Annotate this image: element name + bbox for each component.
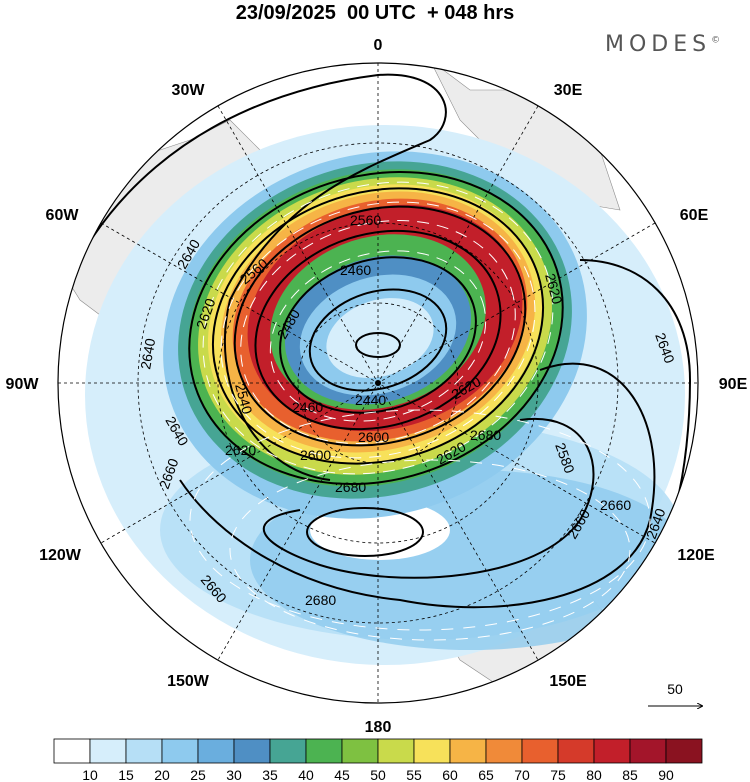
colorbar-swatch — [449, 738, 487, 764]
colorbar-swatch — [341, 738, 379, 764]
colorbar-tick-label: 80 — [586, 767, 602, 782]
contour-label: 2620 — [542, 272, 566, 306]
lon-label-90w: 90W — [6, 376, 40, 393]
colorbar-tick-label: 85 — [622, 767, 638, 782]
lon-label-90e: 90E — [719, 376, 748, 393]
brand-name: MODES — [605, 32, 712, 57]
colorbar-tick-label: 15 — [118, 767, 134, 782]
lon-label-60w: 60W — [46, 207, 80, 224]
colorbar-swatch — [305, 738, 343, 764]
lon-label-180: 180 — [365, 719, 392, 736]
contour-label: 2640 — [137, 337, 158, 371]
contour-label: 2540 — [232, 382, 256, 416]
colorbar-tick-label: 60 — [442, 767, 458, 782]
contour-label: 2680 — [305, 592, 336, 608]
colorbar-swatch — [161, 738, 199, 764]
longitude-labels: 0 30E 60E 90E 120E 150E 180 150W 120W 90… — [6, 37, 748, 736]
colorbar-swatch — [197, 738, 235, 764]
contour-line — [188, 170, 564, 486]
colorbar-tick-label: 25 — [190, 767, 206, 782]
brand-mark: © — [711, 35, 721, 46]
colorbar-swatch — [665, 738, 703, 764]
colorbar-tick-label: 75 — [550, 767, 566, 782]
colorbar-tick-label: 70 — [514, 767, 530, 782]
contour-line — [59, 73, 447, 481]
colorbar-tick-label: 20 — [154, 767, 170, 782]
contour-label: 2680 — [335, 479, 366, 495]
colorbar-tick-label: 30 — [226, 767, 242, 782]
colorbar-tick-label: 35 — [262, 767, 278, 782]
colorbar-swatch — [557, 738, 595, 764]
contour-line — [262, 417, 595, 579]
colorbar-tick-label: 90 — [658, 767, 674, 782]
colorbar-swatch — [233, 738, 271, 764]
lon-label-150e: 150E — [549, 673, 587, 690]
colorbar-swatch — [125, 738, 163, 764]
colorbar-tick-label: 45 — [334, 767, 350, 782]
lon-label-120e: 120E — [677, 547, 715, 564]
colorbar-swatch — [269, 738, 307, 764]
reference-vector: 50 — [648, 681, 702, 706]
colorbar-swatch — [521, 738, 559, 764]
colorbar-swatch — [629, 738, 667, 764]
contour-label: 2660 — [600, 497, 631, 513]
contour-label: 2440 — [355, 392, 386, 408]
contour-label: 2620 — [225, 442, 256, 458]
lon-label-30w: 30W — [172, 82, 206, 99]
wind-vectors — [189, 181, 651, 641]
colorbar-tick-label: 65 — [478, 767, 494, 782]
contour-label: 2680 — [470, 427, 501, 443]
contour-line — [355, 332, 401, 358]
colorbar-tick-label: 50 — [370, 767, 386, 782]
height-contours — [59, 73, 692, 609]
map-title: 23/09/2025 00 UTC + 048 hrs — [235, 2, 515, 24]
lon-label-120w: 120W — [39, 547, 82, 564]
contour-line — [233, 205, 527, 447]
contour-line — [308, 288, 448, 392]
lon-label-0: 0 — [374, 37, 383, 54]
colorbar-swatch — [53, 738, 91, 764]
contour-line — [254, 229, 502, 431]
colorbar-swatch — [485, 738, 523, 764]
contour-line — [306, 507, 424, 557]
contour-line — [179, 362, 656, 609]
colorbar-swatch — [89, 738, 127, 764]
colorbar-swatch — [377, 738, 415, 764]
contour-label: 2560 — [350, 212, 381, 228]
contour-label: 2460 — [340, 262, 371, 278]
contour-label: 2460 — [292, 399, 323, 415]
brand-logo: MODES© — [605, 32, 720, 57]
colorbar-tick-label: 40 — [298, 767, 314, 782]
contour-label: 2600 — [300, 447, 331, 463]
lon-label-150w: 150W — [167, 673, 210, 690]
reference-vector-label: 50 — [667, 681, 683, 697]
map-border — [57, 62, 699, 704]
colorbar-swatch — [593, 738, 631, 764]
colorbar-tick-label: 55 — [406, 767, 422, 782]
lon-label-30e: 30E — [554, 82, 583, 99]
colorbar: 10 15 20 25 30 35 40 45 50 55 60 65 70 75 80 85 90 — [53, 738, 703, 782]
contour-line — [279, 256, 477, 414]
pole-marker — [375, 380, 381, 386]
lon-label-60e: 60E — [680, 207, 709, 224]
colorbar-swatch — [413, 738, 451, 764]
colorbar-tick-label: 10 — [82, 767, 98, 782]
contour-label: 2600 — [358, 429, 389, 445]
contour-line — [211, 187, 545, 465]
